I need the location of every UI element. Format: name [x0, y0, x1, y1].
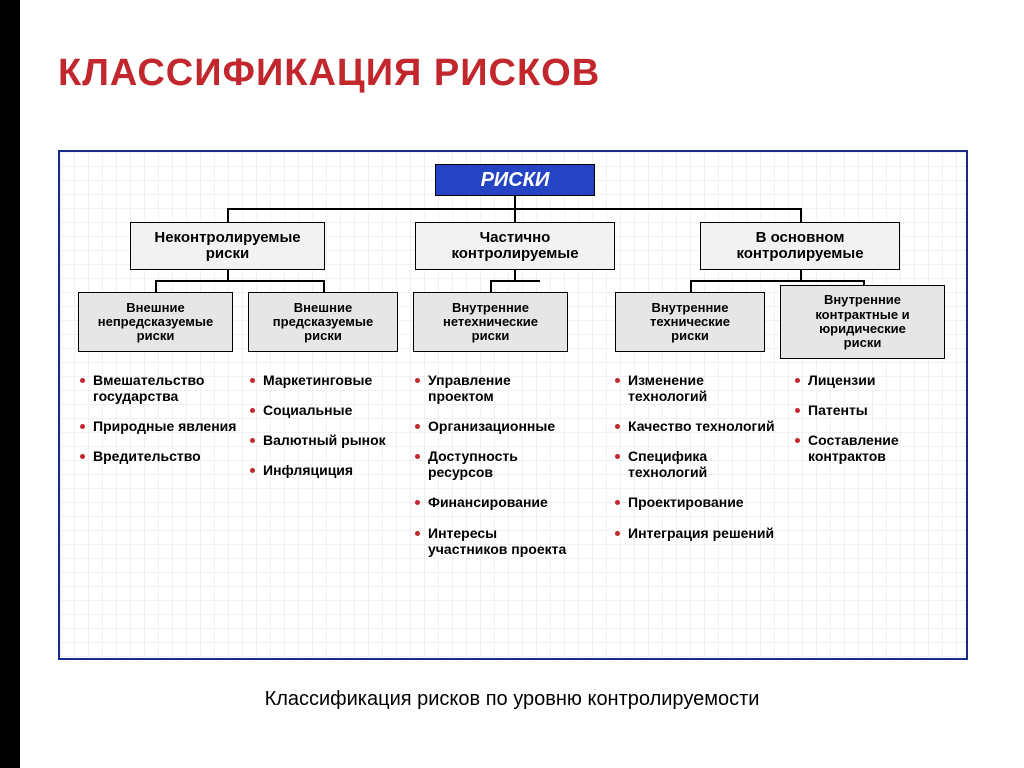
list-item: Вмешательство государства	[80, 372, 245, 404]
connector	[514, 208, 516, 222]
connector	[514, 196, 516, 208]
list-item: Специфика технологий	[615, 448, 780, 480]
list-item: Финансирование	[415, 494, 580, 510]
list-item-label: Валютный рынок	[263, 432, 386, 448]
bullet-icon	[250, 438, 255, 443]
list-item-label: Социальные	[263, 402, 352, 418]
bullet-icon	[415, 454, 420, 459]
list-item-label: Маркетинговые	[263, 372, 372, 388]
list-item-label: Лицензии	[808, 372, 875, 388]
list-item-label: Интеграция решений	[628, 525, 774, 541]
bullet-icon	[250, 468, 255, 473]
list-int_tech: Изменение технологий Качество технологий С…	[615, 372, 780, 555]
bullet-icon	[615, 454, 620, 459]
subcategory-int_tech: Внутренниетехническиериски	[615, 292, 765, 352]
list-item: Доступность ресурсов	[415, 448, 580, 480]
connector	[227, 208, 229, 222]
list-item: Лицензии	[795, 372, 960, 388]
list-item: Интеграция решений	[615, 525, 780, 541]
list-item-label: Природные явления	[93, 418, 236, 434]
list-item: Валютный рынок	[250, 432, 415, 448]
list-item-label: Проектирование	[628, 494, 744, 510]
list-int_nontech: Управление проектом Организационные Доступ…	[415, 372, 580, 571]
list-item-label: Доступность ресурсов	[428, 448, 580, 480]
list-item: Качество технологий	[615, 418, 780, 434]
list-item: Природные явления	[80, 418, 245, 434]
list-item-label: Управление проектом	[428, 372, 580, 404]
list-item: Маркетинговые	[250, 372, 415, 388]
chart-caption: Классификация рисков по уровню контролир…	[0, 688, 1024, 711]
list-item: Организационные	[415, 418, 580, 434]
subcategory-ext_unpred: Внешниенепредсказуемыериски	[78, 292, 233, 352]
list-item-label: Специфика технологий	[628, 448, 780, 480]
list-item-label: Финансирование	[428, 494, 548, 510]
list-item: Социальные	[250, 402, 415, 418]
bullet-icon	[80, 454, 85, 459]
bullet-icon	[250, 408, 255, 413]
connector	[323, 280, 325, 292]
list-item: Составление контрактов	[795, 432, 960, 464]
list-item-label: Составление контрактов	[808, 432, 960, 464]
bullet-icon	[250, 378, 255, 383]
bullet-icon	[80, 424, 85, 429]
bullet-icon	[615, 378, 620, 383]
connector	[690, 280, 692, 292]
connector	[514, 270, 516, 280]
bullet-icon	[415, 531, 420, 536]
connector	[227, 270, 229, 280]
subcategory-int_legal: Внутренниеконтрактные июридическиериски	[780, 285, 945, 359]
connector	[155, 280, 157, 292]
list-int_legal: Лицензии Патенты Составление контрактов	[795, 372, 960, 478]
list-ext_pred: Маркетинговые Социальные Валютный рынок Инф…	[250, 372, 415, 492]
list-item-label: Организационные	[428, 418, 555, 434]
list-item-label: Вредительство	[93, 448, 201, 464]
list-item: Изменение технологий	[615, 372, 780, 404]
list-item-label: Интересы участников проекта	[428, 525, 580, 557]
category-mostly: В основномконтролируемые	[700, 222, 900, 270]
list-item: Инфляциция	[250, 462, 415, 478]
list-item: Вредительство	[80, 448, 245, 464]
list-item: Патенты	[795, 402, 960, 418]
connector	[490, 280, 540, 282]
risk-classification-chart: РИСКИ Неконтролируемыериски Частичноконтро…	[58, 150, 968, 660]
bullet-icon	[415, 424, 420, 429]
bullet-icon	[415, 500, 420, 505]
connector	[155, 280, 325, 282]
left-accent-bar	[0, 0, 20, 768]
connector	[490, 280, 492, 292]
bullet-icon	[415, 378, 420, 383]
connector	[800, 208, 802, 222]
bullet-icon	[795, 438, 800, 443]
page-title: КЛАССИФИКАЦИЯ РИСКОВ	[58, 52, 600, 95]
category-uncontrolled: Неконтролируемыериски	[130, 222, 325, 270]
subcategory-ext_pred: Внешниепредсказуемыериски	[248, 292, 398, 352]
bullet-icon	[615, 424, 620, 429]
connector	[863, 280, 865, 286]
list-item-label: Качество технологий	[628, 418, 775, 434]
bullet-icon	[615, 531, 620, 536]
bullet-icon	[615, 500, 620, 505]
list-item-label: Вмешательство государства	[93, 372, 245, 404]
connector	[690, 280, 865, 282]
list-item-label: Изменение технологий	[628, 372, 780, 404]
list-item-label: Инфляциция	[263, 462, 353, 478]
bullet-icon	[795, 378, 800, 383]
bullet-icon	[80, 378, 85, 383]
list-item: Интересы участников проекта	[415, 525, 580, 557]
list-item: Управление проектом	[415, 372, 580, 404]
list-item: Проектирование	[615, 494, 780, 510]
list-item-label: Патенты	[808, 402, 868, 418]
category-partial: Частичноконтролируемые	[415, 222, 615, 270]
subcategory-int_nontech: Внутренниенетехническиериски	[413, 292, 568, 352]
list-ext_unpred: Вмешательство государства Природные явлен…	[80, 372, 245, 478]
bullet-icon	[795, 408, 800, 413]
root-node: РИСКИ	[435, 164, 595, 196]
connector	[800, 270, 802, 280]
